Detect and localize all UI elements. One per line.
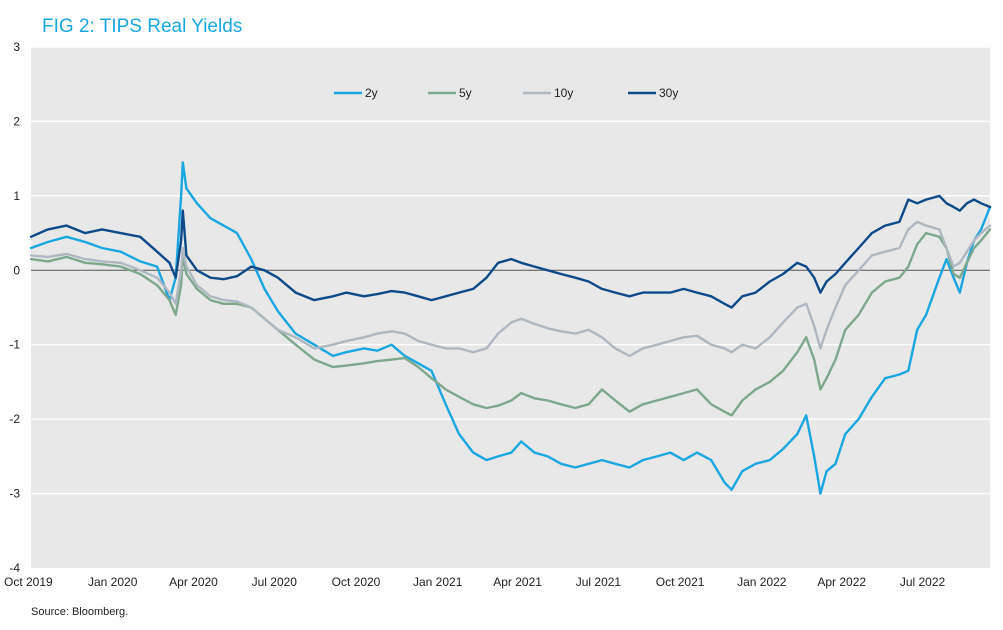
legend-label-30y: 30y bbox=[659, 86, 678, 100]
source-note: Source: Bloomberg. bbox=[31, 606, 129, 618]
legend-label-10y: 10y bbox=[554, 86, 573, 100]
x-tick-label: Jul 2021 bbox=[576, 575, 622, 589]
plot-area bbox=[31, 47, 990, 568]
y-tick-label: 1 bbox=[13, 189, 20, 203]
series-line-10y bbox=[29, 220, 992, 358]
series-lines bbox=[29, 161, 992, 495]
legend-label-2y: 2y bbox=[365, 86, 378, 100]
legend: 2y 5y 10y 30y bbox=[334, 86, 678, 100]
x-tick-label: Jan 2021 bbox=[413, 575, 463, 589]
y-axis-tick-labels: 3 2 1 0 -1 -2 -3 -4 bbox=[9, 40, 20, 575]
x-tick-label: Jan 2022 bbox=[737, 575, 787, 589]
x-tick-label: Apr 2022 bbox=[817, 575, 866, 589]
x-tick-label: Oct 2020 bbox=[332, 575, 381, 589]
series-line-30y bbox=[29, 194, 992, 309]
y-tick-label: 3 bbox=[13, 40, 20, 54]
x-tick-label: Apr 2020 bbox=[169, 575, 218, 589]
x-tick-label: Jul 2022 bbox=[900, 575, 946, 589]
x-axis-tick-labels: Oct 2019 Jan 2020 Apr 2020 Jul 2020 Oct 2020… bbox=[4, 575, 946, 589]
x-tick-label: Oct 2021 bbox=[656, 575, 705, 589]
legend-label-5y: 5y bbox=[459, 86, 472, 100]
chart-title: FIG 2: TIPS Real Yields bbox=[42, 16, 243, 37]
y-tick-label: -4 bbox=[9, 561, 20, 575]
y-tick-label: -3 bbox=[9, 487, 20, 501]
series-line-2y bbox=[29, 161, 992, 495]
gridlines bbox=[31, 46, 990, 495]
x-tick-label: Jul 2020 bbox=[252, 575, 298, 589]
x-tick-label: Apr 2021 bbox=[493, 575, 542, 589]
y-tick-label: 0 bbox=[13, 263, 20, 277]
y-tick-label: -1 bbox=[9, 338, 20, 352]
x-tick-label: Jan 2020 bbox=[88, 575, 138, 589]
series-line-5y bbox=[29, 228, 992, 417]
y-tick-label: 2 bbox=[13, 114, 20, 128]
y-tick-label: -2 bbox=[9, 412, 20, 426]
x-tick-label: Oct 2019 bbox=[4, 575, 53, 589]
